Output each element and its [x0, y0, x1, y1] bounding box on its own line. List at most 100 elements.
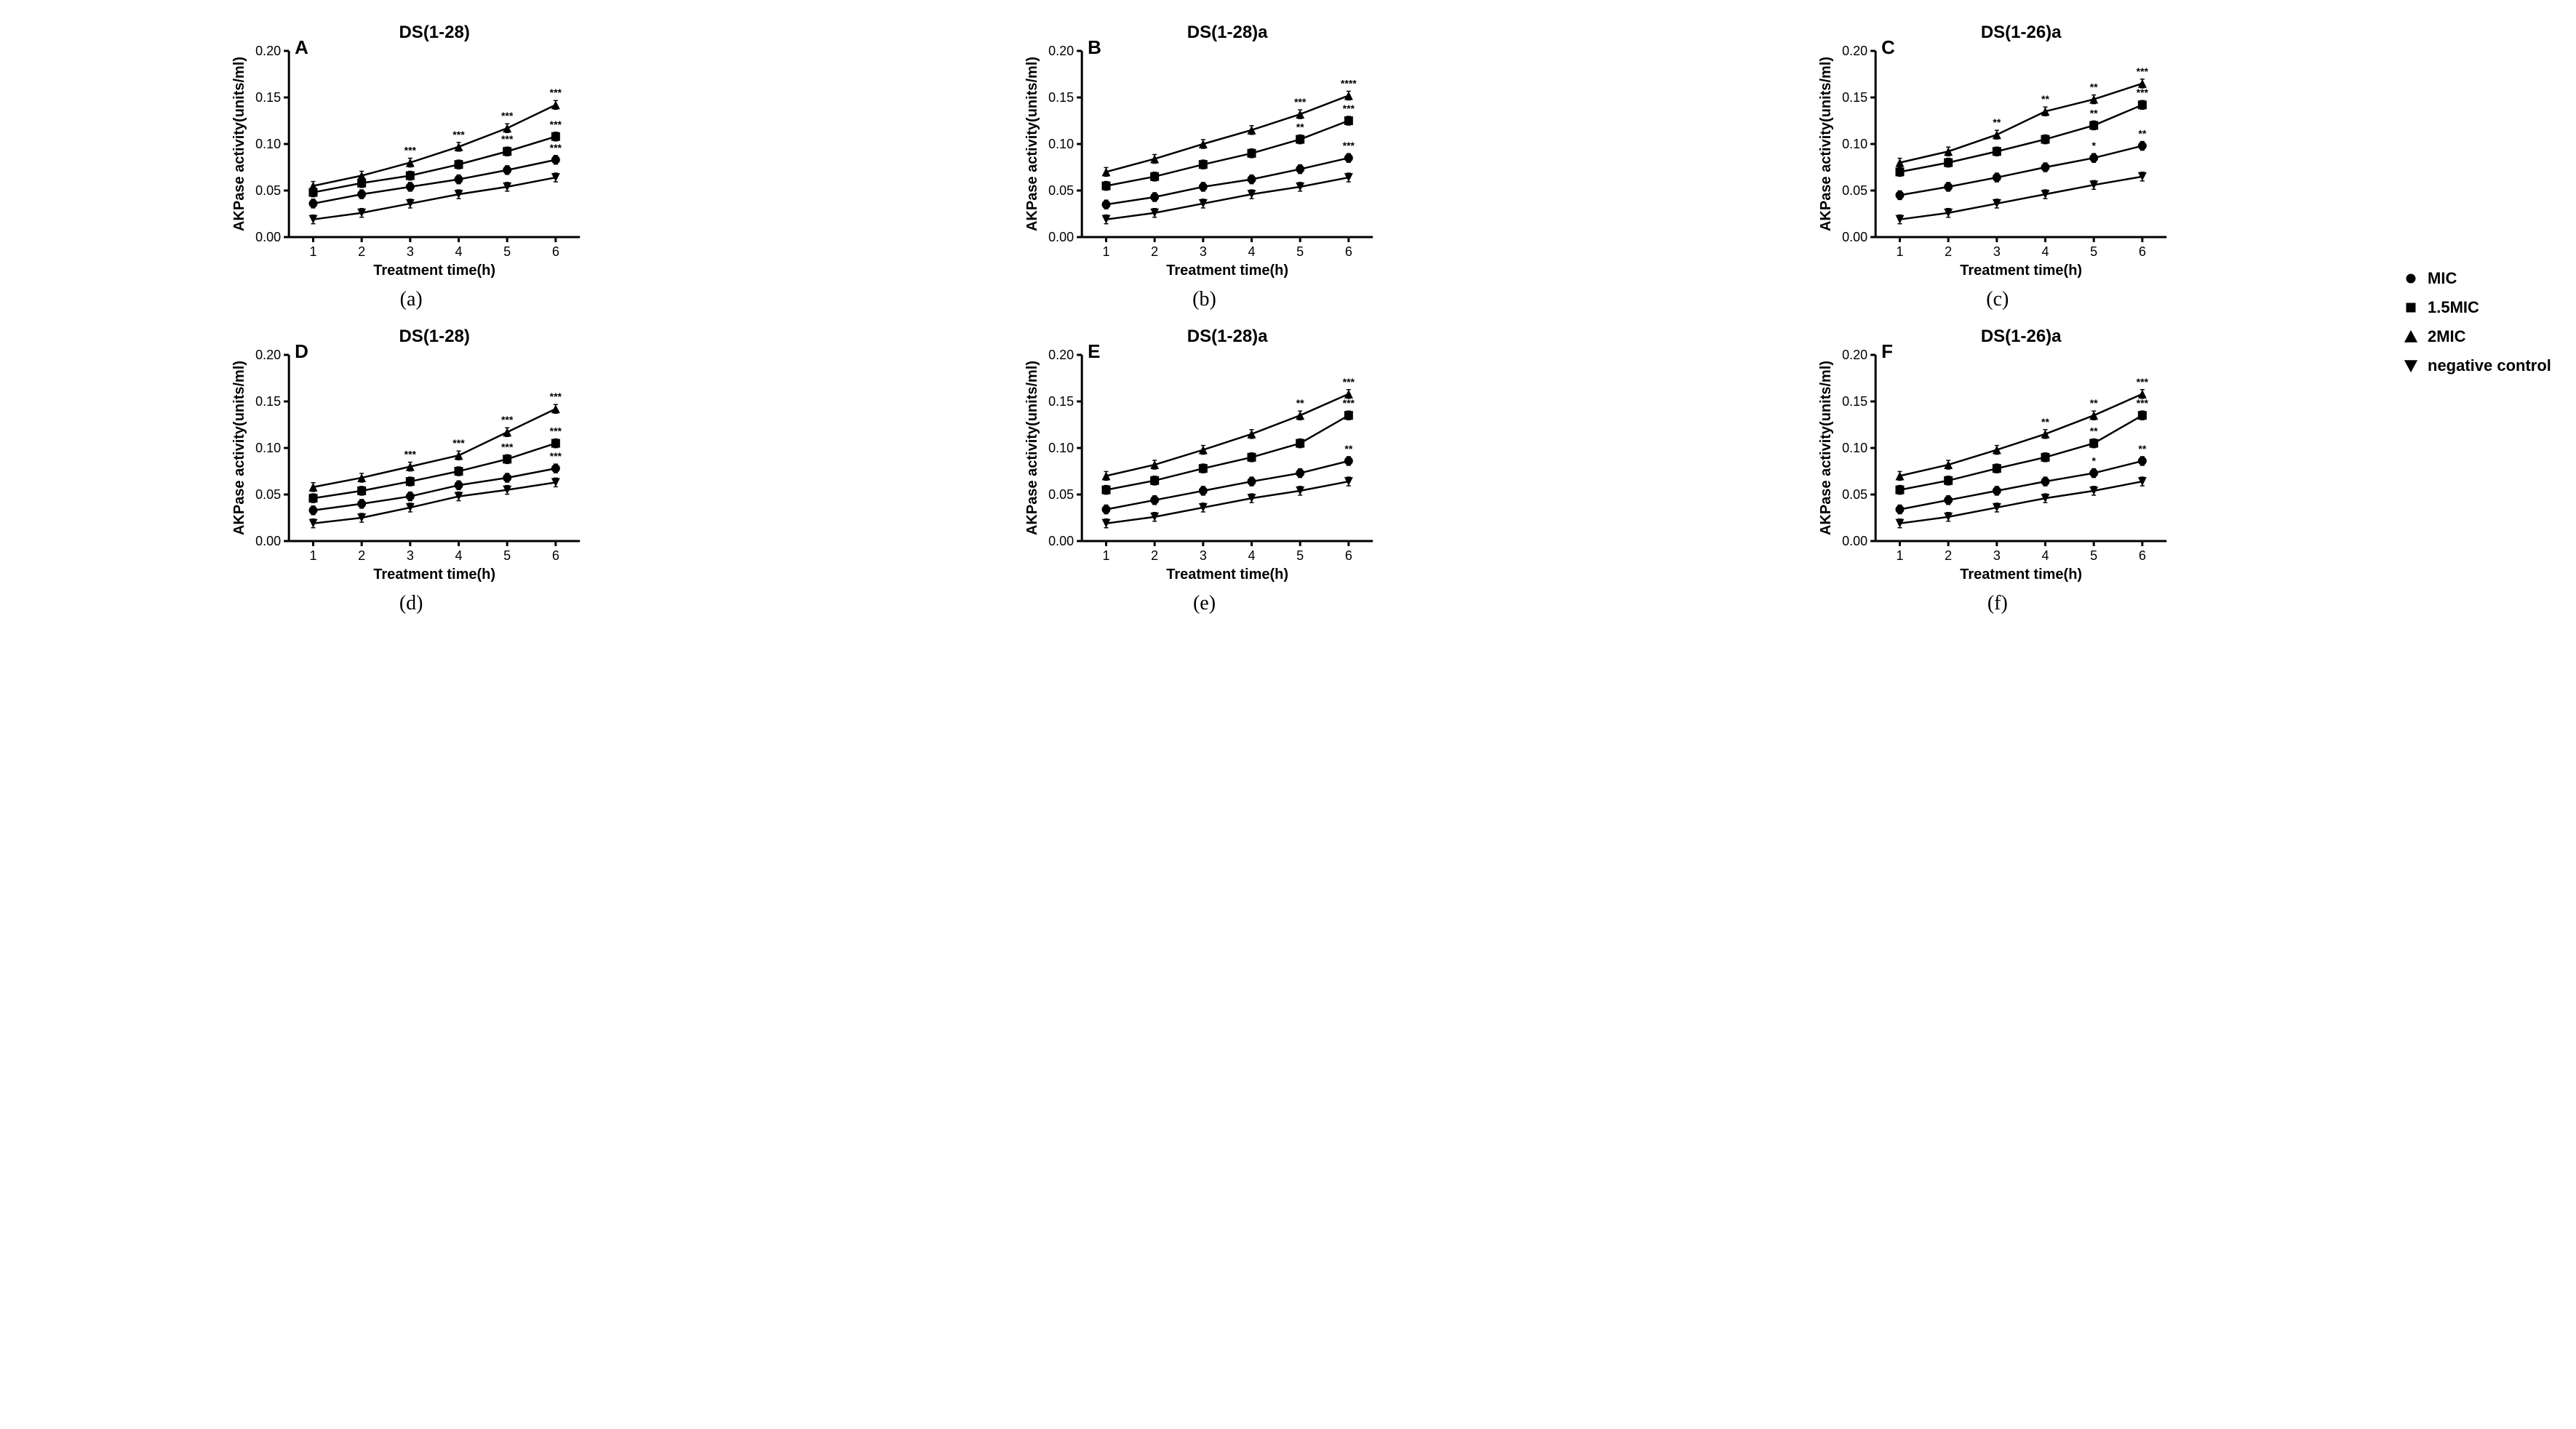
sublabel-d: (d): [399, 588, 423, 615]
svg-text:4: 4: [2041, 548, 2049, 563]
svg-text:DS(1-28): DS(1-28): [399, 23, 469, 42]
svg-text:4: 4: [1248, 548, 1256, 563]
sublabel-c: (c): [1986, 284, 2009, 311]
svg-text:**: **: [2138, 443, 2146, 455]
svg-text:6: 6: [552, 548, 559, 563]
svg-text:6: 6: [1345, 244, 1352, 259]
svg-text:**: **: [1993, 116, 2001, 128]
svg-text:***: ***: [2136, 397, 2148, 409]
sublabel-e: (e): [1193, 588, 1216, 615]
sublabel-b: (b): [1192, 284, 1216, 311]
plot-a: 0.000.050.100.150.20123456Treatment time…: [22, 22, 800, 284]
svg-text:**: **: [2138, 128, 2146, 140]
svg-text:0.00: 0.00: [1842, 230, 1867, 244]
svg-text:***: ***: [452, 129, 465, 140]
svg-text:1: 1: [1896, 548, 1903, 563]
svg-text:DS(1-28): DS(1-28): [399, 327, 469, 346]
svg-text:1: 1: [1103, 244, 1110, 259]
svg-text:0.20: 0.20: [1048, 44, 1074, 58]
svg-text:3: 3: [1200, 548, 1207, 563]
svg-text:**: **: [2041, 416, 2049, 428]
svg-text:1: 1: [309, 548, 316, 563]
panel-b: 0.000.050.100.150.20123456Treatment time…: [815, 22, 1593, 311]
plot-e: 0.000.050.100.150.20123456Treatment time…: [815, 326, 1593, 588]
svg-text:2: 2: [358, 548, 365, 563]
svg-text:F: F: [1881, 340, 1893, 362]
legend-label: 2MIC: [2428, 327, 2466, 346]
legend: MIC 1.5MIC 2MIC negative control: [2401, 269, 2561, 375]
svg-text:DS(1-28)a: DS(1-28)a: [1187, 23, 1268, 42]
svg-text:A: A: [295, 36, 308, 58]
svg-text:6: 6: [2138, 548, 2145, 563]
svg-text:0.10: 0.10: [255, 441, 281, 455]
svg-text:Treatment time(h): Treatment time(h): [1167, 263, 1289, 279]
svg-text:0.05: 0.05: [255, 487, 281, 502]
svg-text:4: 4: [2041, 244, 2049, 259]
triangle-up-icon: [2401, 327, 2420, 346]
svg-text:6: 6: [552, 244, 559, 259]
svg-text:***: ***: [2136, 65, 2148, 77]
svg-text:0.10: 0.10: [1842, 137, 1867, 151]
svg-text:5: 5: [2090, 244, 2097, 259]
svg-text:**: **: [2041, 93, 2049, 105]
panel-e: 0.000.050.100.150.20123456Treatment time…: [815, 326, 1593, 615]
figure-grid: 0.00 0.05 0.10 0.15 0.20 1 2 3 4 5 6 Treatment time…: [0, 0, 2576, 637]
svg-text:***: ***: [550, 87, 562, 98]
svg-text:Treatment time(h): Treatment time(h): [1167, 567, 1289, 583]
svg-text:***: ***: [550, 450, 562, 462]
svg-text:**: **: [1345, 443, 1353, 455]
svg-text:D: D: [295, 340, 308, 362]
svg-text:4: 4: [455, 244, 462, 259]
svg-text:**: **: [2089, 425, 2097, 437]
svg-text:5: 5: [1296, 548, 1304, 563]
svg-text:1: 1: [309, 244, 316, 259]
svg-text:AKPase activity(units/ml): AKPase activity(units/ml): [1818, 361, 1834, 535]
legend-item-15mic: 1.5MIC: [2401, 298, 2561, 317]
svg-text:AKPase activity(units/ml): AKPase activity(units/ml): [1818, 57, 1834, 231]
svg-text:***: ***: [1343, 397, 1355, 409]
svg-text:***: ***: [501, 414, 514, 425]
svg-text:**: **: [2089, 81, 2097, 93]
svg-text:0.15: 0.15: [1842, 394, 1867, 409]
panel-a: 0.000.050.100.150.20123456Treatment time…: [22, 22, 800, 311]
svg-text:E: E: [1088, 340, 1100, 362]
svg-text:DS(1-26)a: DS(1-26)a: [1980, 23, 2061, 42]
svg-text:5: 5: [503, 244, 511, 259]
svg-text:0.20: 0.20: [255, 348, 281, 362]
plot-f: 0.000.050.100.150.20123456Treatment time…: [1608, 326, 2387, 588]
legend-label: 1.5MIC: [2428, 298, 2479, 317]
svg-text:***: ***: [1343, 140, 1355, 151]
svg-text:0.10: 0.10: [1048, 137, 1074, 151]
svg-text:Treatment time(h): Treatment time(h): [1960, 263, 2082, 279]
svg-text:***: ***: [404, 449, 417, 460]
svg-text:*: *: [2091, 455, 2096, 467]
svg-text:4: 4: [455, 548, 462, 563]
legend-item-mic: MIC: [2401, 269, 2561, 288]
svg-text:3: 3: [1993, 548, 2000, 563]
svg-text:1: 1: [1896, 244, 1903, 259]
svg-text:3: 3: [1200, 244, 1207, 259]
svg-text:***: ***: [550, 119, 562, 130]
svg-text:2: 2: [358, 244, 365, 259]
svg-text:6: 6: [1345, 548, 1352, 563]
sublabel-f: (f): [1987, 588, 2008, 615]
svg-text:***: ***: [1343, 103, 1355, 114]
svg-text:B: B: [1088, 36, 1101, 58]
svg-text:0.05: 0.05: [1048, 183, 1074, 198]
svg-text:***: ***: [550, 142, 562, 153]
svg-text:***: ***: [501, 133, 514, 145]
svg-text:AKPase activity(units/ml): AKPase activity(units/ml): [1024, 361, 1040, 535]
svg-text:Treatment time(h): Treatment time(h): [373, 567, 495, 583]
square-icon: [2401, 298, 2420, 317]
svg-text:5: 5: [1296, 244, 1304, 259]
panel-f: 0.000.050.100.150.20123456Treatment time…: [1608, 326, 2387, 615]
svg-text:0.00: 0.00: [255, 230, 281, 244]
svg-text:Treatment time(h): Treatment time(h): [1960, 567, 2082, 583]
svg-text:4: 4: [1248, 244, 1256, 259]
svg-text:0.00: 0.00: [1048, 534, 1074, 548]
triangle-down-icon: [2401, 356, 2420, 375]
svg-text:AKPase activity(units/ml): AKPase activity(units/ml): [231, 57, 247, 231]
svg-text:**: **: [1296, 397, 1304, 409]
svg-text:0.20: 0.20: [1048, 348, 1074, 362]
legend-item-negative: negative control: [2401, 356, 2561, 375]
